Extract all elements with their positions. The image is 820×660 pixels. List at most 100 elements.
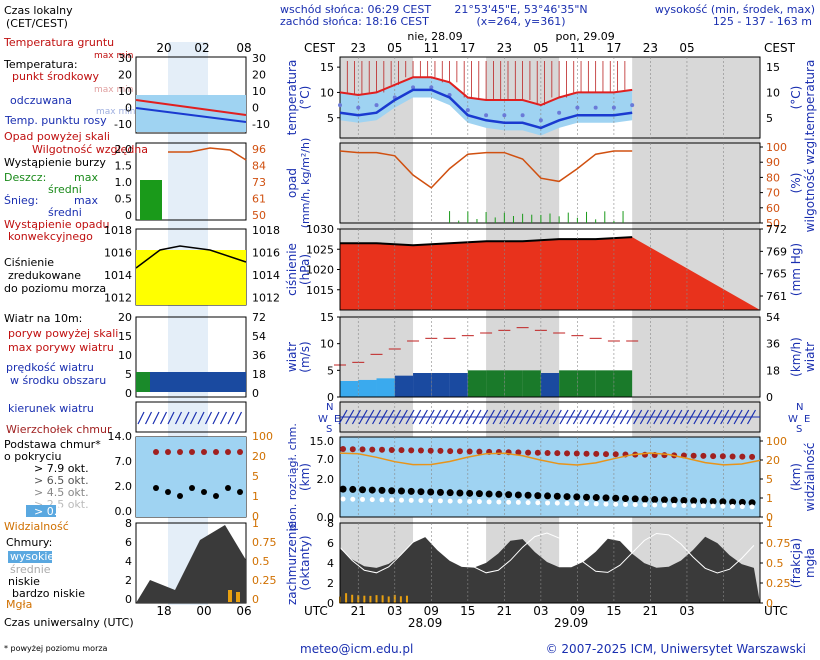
legend-wind-area-green <box>136 372 150 392</box>
legend-top-dot <box>177 449 183 455</box>
wind-speed-bar <box>614 370 632 397</box>
legend-clouds: Chmury: <box>6 536 52 549</box>
legend-temp-tick: 20 <box>118 69 132 82</box>
legend-temp-tick-r: 30 <box>252 52 266 65</box>
legend-wind-speed: prędkość wiatru <box>6 361 94 374</box>
cloud-base-dot <box>369 487 376 494</box>
legend-cl-tick: 6 <box>125 536 132 549</box>
date-bottom-2: 29.09 <box>554 616 588 630</box>
top-hour-tick: 23 <box>351 41 366 55</box>
cloud-base-low-dot <box>701 503 706 508</box>
cloud-top-dot <box>535 450 541 456</box>
cloud-base-low-dot <box>711 504 716 509</box>
top-hour-tick: 11 <box>424 41 439 55</box>
wind-speed-bar <box>431 373 449 397</box>
cloud-base-dot <box>641 496 648 503</box>
dir-n: N <box>326 402 333 413</box>
bottom-hour-tick: 15 <box>606 604 621 618</box>
cloud-base-dot <box>593 494 600 501</box>
legend-wind-arrow <box>213 412 219 424</box>
clouds-tick: 0 <box>327 597 334 610</box>
legend-hum-tick: 73 <box>252 176 266 189</box>
cloud-base-low-dot <box>526 500 531 505</box>
legend-utc-hour: 18 <box>156 604 171 618</box>
temp-unit-right: (°C) <box>789 86 803 110</box>
cloud-base-low-dot <box>428 498 433 503</box>
visibility-tick: 100 <box>766 435 787 448</box>
legend-vis-tick: 20 <box>252 450 266 463</box>
cloud-base-low-dot <box>370 497 375 502</box>
top-hour-tick: 05 <box>533 41 548 55</box>
cloud-top-dot <box>613 451 619 457</box>
legend-hum-tick: 96 <box>252 143 266 156</box>
cloud-base-low-dot <box>662 503 667 508</box>
dew-point-dot <box>575 106 579 110</box>
pressure-mmhg-tick: 765 <box>766 268 787 281</box>
cloud-base-low-dot <box>457 499 462 504</box>
cloud-top-dot <box>437 448 443 454</box>
humidity-tick: 70 <box>766 187 780 200</box>
legend-utc-hour: 06 <box>236 604 251 618</box>
legend-hum-tick: 84 <box>252 160 266 173</box>
wind-unit-right: (km/h) <box>789 337 803 377</box>
bottom-hour-tick: 03 <box>679 604 694 618</box>
top-hour-tick: 05 <box>679 41 694 55</box>
legend-fog-bar2 <box>236 592 240 602</box>
cloud-base-low-dot <box>341 497 346 502</box>
cloud-top-dot <box>360 446 366 452</box>
cloud-base-low-dot <box>672 503 677 508</box>
cloud-top-dot <box>584 451 590 457</box>
legend-wind-area <box>136 372 246 392</box>
cloud-base-dot <box>505 491 512 498</box>
pressure-mmhg-tick: 772 <box>766 223 787 236</box>
dew-point-dot <box>521 113 525 117</box>
legend-rain-bars <box>140 180 162 220</box>
legend-temp-tick-r: 0 <box>252 102 259 115</box>
cloud-base-dot <box>583 494 590 501</box>
legend-wind-arrow <box>146 412 152 424</box>
cloud-base-dot <box>476 490 483 497</box>
legend-pressure2: zredukowane <box>8 269 81 282</box>
cloud-base-dot <box>417 488 424 495</box>
cloud-base-low-dot <box>623 502 628 507</box>
cloud-top-dot <box>340 446 346 452</box>
cloud-base-dot <box>388 487 395 494</box>
legend-utc-hour: 00 <box>196 604 211 618</box>
night-band <box>340 57 413 603</box>
date-top-1: nie, 28.09 <box>407 30 462 43</box>
footnote: * powyżej poziomu morza <box>4 644 108 653</box>
legend-gust-above: poryw powyżej skali <box>8 327 118 340</box>
cloud-top-dot <box>525 450 531 456</box>
cloudbase-tick: 2.0 <box>317 473 335 486</box>
cloud-base-dot <box>632 495 639 502</box>
cloud-base-low-dot <box>389 497 394 502</box>
clouds-tick: 4 <box>327 557 334 570</box>
cloud-base-dot <box>564 493 571 500</box>
fog-tick: 1 <box>766 517 773 530</box>
legend-fog-bar <box>228 590 232 602</box>
legend-wind-arrow <box>153 412 159 424</box>
legend-base-dot <box>237 489 243 495</box>
visibility-tick: 20 <box>766 454 780 467</box>
cloud-base-low-dot <box>545 500 550 505</box>
cloud-top-dot <box>554 450 560 456</box>
wind-speed-bar <box>468 370 486 397</box>
dew-point-dot <box>594 106 598 110</box>
y-tick-left: 15 <box>320 311 334 324</box>
cloud-base-low-dot <box>555 501 560 506</box>
legend-vis-tick: 1 <box>252 490 259 503</box>
cloud-base-dot <box>398 488 405 495</box>
cloud-top-dot <box>418 448 424 454</box>
cloud-base-dot <box>651 496 658 503</box>
clouds-tick: 6 <box>327 537 334 550</box>
legend-wind-tick-r: 36 <box>252 349 266 362</box>
legend-high: wysokie <box>10 550 54 563</box>
dew-point-dot <box>484 113 488 117</box>
legend-top-dot <box>237 449 243 455</box>
dir-n-right: N <box>796 402 803 413</box>
dew-point-dot <box>502 113 506 117</box>
legend-precip-tick: 1.5 <box>115 160 133 173</box>
bottom-hour-tick: 21 <box>351 604 366 618</box>
pressure-mmhg-tick: 769 <box>766 245 787 258</box>
